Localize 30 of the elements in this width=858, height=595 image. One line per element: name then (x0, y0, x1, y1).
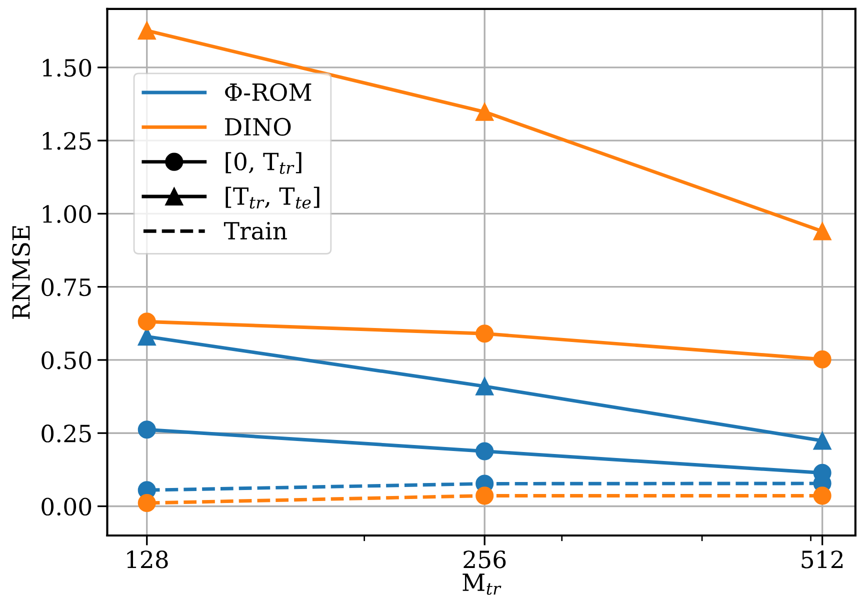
point (813, 222, 832, 240)
y-tick-label: 1.50 (42, 58, 92, 77)
legend-label: DINO (225, 118, 291, 136)
point (476, 377, 494, 396)
point (813, 350, 832, 368)
legend-label: Train (224, 222, 287, 240)
point (813, 486, 832, 505)
x-tick-label: 256 (464, 550, 506, 568)
y-tick-label: 0.75 (42, 278, 91, 296)
point (476, 442, 494, 460)
legend-label: Φ-ROM (225, 83, 312, 102)
y-axis-title: RNMSE (12, 226, 30, 319)
point (813, 432, 832, 450)
y-tick-label: 0.50 (42, 351, 92, 370)
x-tick-label: 128 (127, 550, 168, 568)
point (476, 486, 494, 505)
y-tick-label: 1.25 (42, 132, 91, 150)
point (138, 312, 156, 331)
y-tick-label: 0.00 (42, 498, 92, 516)
point (138, 494, 156, 512)
x-axis-title: M$_{tr}$ (462, 574, 502, 595)
legend-label: [T$_{tr}$, T$_{te}$] (226, 186, 320, 209)
legend-label: [0, T$_{tr}$] (226, 152, 302, 174)
y-tick-label: 1.00 (42, 205, 92, 224)
y-tick-label: 0.25 (42, 424, 91, 442)
point (476, 102, 494, 121)
x-tick-label: 512 (802, 550, 843, 568)
point (138, 420, 156, 439)
point (476, 324, 494, 343)
point (138, 22, 156, 40)
